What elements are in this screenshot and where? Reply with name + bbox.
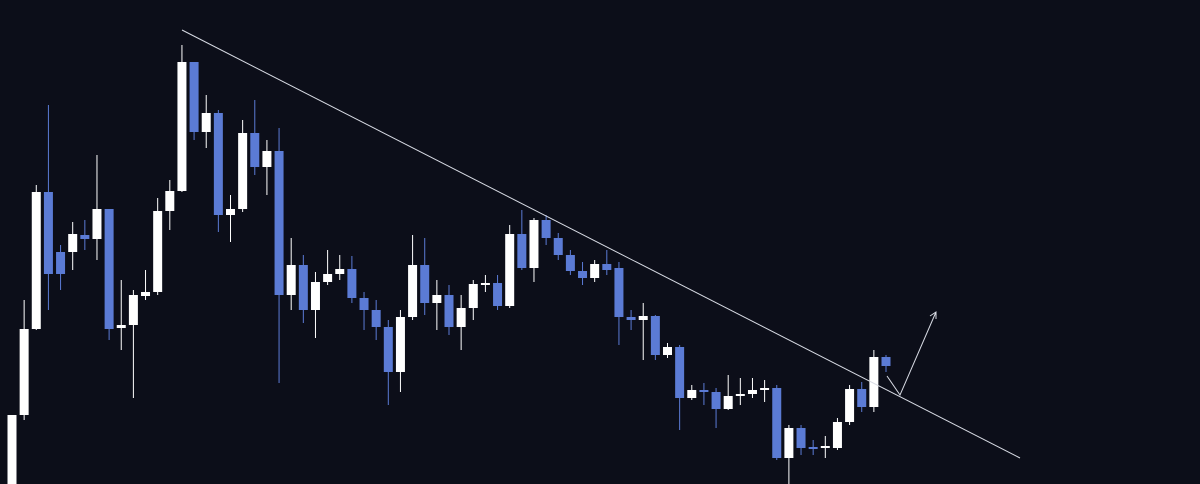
candle-body — [590, 264, 600, 278]
candle-body — [395, 317, 405, 372]
candle-body — [310, 282, 320, 310]
candle-body — [286, 265, 296, 295]
candle-body — [747, 390, 757, 394]
candles — [7, 45, 891, 484]
candle-body — [128, 295, 138, 325]
candle-body — [723, 396, 733, 409]
candle-body — [213, 113, 223, 215]
candle-body — [226, 209, 235, 215]
candle-body — [881, 357, 891, 366]
candle-body — [238, 133, 248, 209]
candle-body — [565, 255, 575, 271]
candle-body — [165, 191, 175, 211]
candle-body — [116, 325, 126, 328]
projection-arrow — [886, 311, 937, 397]
candle-body — [529, 220, 539, 268]
candle-body — [505, 234, 515, 306]
candle-body — [43, 192, 53, 274]
candle-body — [663, 347, 672, 355]
candle-body — [687, 390, 697, 398]
candle-body — [104, 209, 114, 329]
candle-body — [553, 238, 563, 255]
candle-body — [262, 151, 272, 167]
candle-body — [80, 235, 90, 239]
candle-body — [347, 269, 357, 298]
candle-body — [493, 283, 503, 306]
candle-body — [31, 192, 41, 329]
candle-body — [638, 316, 648, 320]
candle-body — [298, 265, 308, 310]
candle-body — [7, 415, 17, 484]
candle-body — [141, 292, 151, 296]
candle-body — [784, 428, 794, 458]
candle-body — [68, 234, 78, 252]
candle-body — [456, 308, 466, 327]
candle-body — [675, 347, 685, 398]
candle-body — [480, 283, 490, 285]
candle-body — [92, 209, 102, 239]
candle-body — [274, 151, 284, 295]
candle-body — [189, 62, 199, 132]
arrow-head — [929, 311, 937, 319]
candle-body — [650, 316, 660, 355]
candle-body — [359, 298, 369, 310]
candle-body — [869, 357, 879, 407]
candle-body — [335, 269, 345, 274]
candle-body — [699, 390, 709, 392]
candle-body — [19, 329, 29, 415]
candle-body — [857, 389, 867, 407]
candle-body — [408, 265, 418, 317]
candle-body — [177, 62, 187, 191]
trend-line — [181, 29, 1021, 459]
candle-body — [735, 394, 745, 396]
candle-body — [153, 211, 163, 292]
candle-body — [578, 271, 588, 278]
candle-body — [432, 295, 442, 303]
candle-body — [444, 295, 454, 327]
candle-body — [541, 220, 551, 238]
candle-body — [772, 388, 782, 458]
candle-body — [56, 252, 66, 274]
candle-body — [820, 446, 830, 448]
candle-body — [517, 234, 527, 268]
candle-body — [626, 317, 636, 320]
candle-body — [760, 388, 770, 390]
candle-body — [845, 389, 855, 422]
candle-body — [468, 284, 478, 308]
candle-body — [808, 447, 818, 449]
candle-body — [383, 327, 393, 372]
candle-body — [711, 392, 721, 409]
candle-body — [602, 264, 612, 270]
candle-body — [323, 274, 333, 282]
candle-body — [420, 265, 430, 303]
candle-body — [832, 422, 842, 448]
candle-body — [371, 310, 381, 327]
candle-body — [796, 428, 806, 448]
candle-body — [614, 268, 624, 317]
candle-body — [250, 133, 260, 167]
candle-body — [201, 113, 211, 132]
